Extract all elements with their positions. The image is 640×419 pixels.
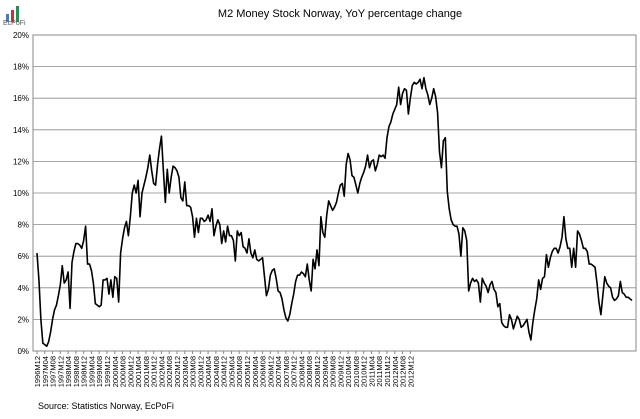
x-tick-label: 2009M04 <box>321 356 330 387</box>
x-tick-label: 2012M08 <box>399 356 408 387</box>
x-tick-label: 2003M04 <box>181 356 190 387</box>
x-tick-label: 2004M04 <box>204 356 213 387</box>
x-tick-label: 2011M04 <box>367 356 376 387</box>
x-tick-label: 1998M08 <box>72 356 81 387</box>
x-tick-label: 1998M12 <box>80 356 89 387</box>
x-tick-label: 2010M04 <box>344 356 353 387</box>
x-tick-label: 1998M04 <box>64 356 73 387</box>
y-tick-label: 16% <box>13 94 29 103</box>
y-tick-label: 4% <box>17 284 29 293</box>
x-tick-label: 1997M04 <box>41 356 50 387</box>
y-tick-label: 2% <box>17 315 29 324</box>
plot-area <box>32 34 637 352</box>
y-tick-label: 6% <box>17 252 29 261</box>
x-tick-label: 2004M12 <box>220 356 229 387</box>
m2-yoy-series-line <box>36 76 633 348</box>
source-note: Source: Statistics Norway, EcPoFi <box>38 401 174 411</box>
y-axis: 0% 2% 4% 6% 8% 10% 12% 14% 16% 18% 20% <box>13 31 29 356</box>
x-tick-label: 2007M08 <box>282 356 291 387</box>
x-tick-label: 2010M08 <box>352 356 361 387</box>
x-tick-label: 1999M08 <box>95 356 104 387</box>
x-tick-label: 2007M04 <box>274 356 283 387</box>
logo-text: EcPoFi <box>3 20 26 27</box>
x-tick-label: 2000M08 <box>119 356 128 387</box>
x-axis: 1996M121997M041997M081997M121998M041998M… <box>33 351 415 387</box>
x-tick-label: 2009M08 <box>329 356 338 387</box>
y-tick-label: 18% <box>13 63 29 72</box>
x-tick-label: 2003M12 <box>196 356 205 387</box>
x-tick-label: 1996M12 <box>33 356 42 387</box>
x-tick-label: 2002M12 <box>173 356 182 387</box>
y-tick-label: 20% <box>13 31 29 40</box>
x-tick-label: 2010M12 <box>360 356 369 387</box>
x-tick-label: 2009M12 <box>336 356 345 387</box>
y-tick-label: 0% <box>17 347 29 356</box>
y-tick-label: 12% <box>13 157 29 166</box>
x-tick-label: 2007M12 <box>290 356 299 387</box>
x-tick-label: 2005M08 <box>235 356 244 387</box>
y-tick-label: 10% <box>13 189 29 198</box>
x-tick-label: 2000M04 <box>111 356 120 387</box>
x-tick-label: 2001M04 <box>134 356 143 387</box>
x-tick-label: 2000M12 <box>126 356 135 387</box>
x-tick-label: 2003M08 <box>189 356 198 387</box>
x-tick-label: 2001M08 <box>142 356 151 387</box>
y-tick-label: 14% <box>13 126 29 135</box>
x-tick-label: 2002M04 <box>157 356 166 387</box>
x-tick-label: 1997M12 <box>56 356 65 387</box>
x-tick-label: 2008M08 <box>305 356 314 387</box>
gridlines <box>33 34 636 352</box>
x-tick-label: 2012M12 <box>406 356 415 387</box>
y-tick-label: 8% <box>17 221 29 230</box>
x-tick-label: 2005M12 <box>243 356 252 387</box>
x-tick-label: 2011M08 <box>375 356 384 387</box>
x-tick-label: 1999M04 <box>87 356 96 387</box>
x-tick-label: 2002M08 <box>165 356 174 387</box>
x-tick-label: 2011M12 <box>383 356 392 387</box>
x-tick-label: 2006M08 <box>259 356 268 387</box>
x-tick-label: 1997M08 <box>49 356 58 387</box>
x-tick-label: 2001M12 <box>150 356 159 387</box>
x-tick-label: 2008M04 <box>297 356 306 387</box>
x-tick-label: 2008M12 <box>313 356 322 387</box>
x-tick-label: 2005M04 <box>227 356 236 387</box>
x-tick-label: 1999M12 <box>103 356 112 387</box>
chart-title: M2 Money Stock Norway, YoY percentage ch… <box>218 8 462 20</box>
x-tick-label: 2006M12 <box>266 356 275 387</box>
ecpofi-logo-icon <box>6 6 19 22</box>
x-tick-label: 2012M04 <box>391 356 400 387</box>
x-tick-label: 2006M04 <box>251 356 260 387</box>
x-tick-label: 2004M08 <box>212 356 221 387</box>
